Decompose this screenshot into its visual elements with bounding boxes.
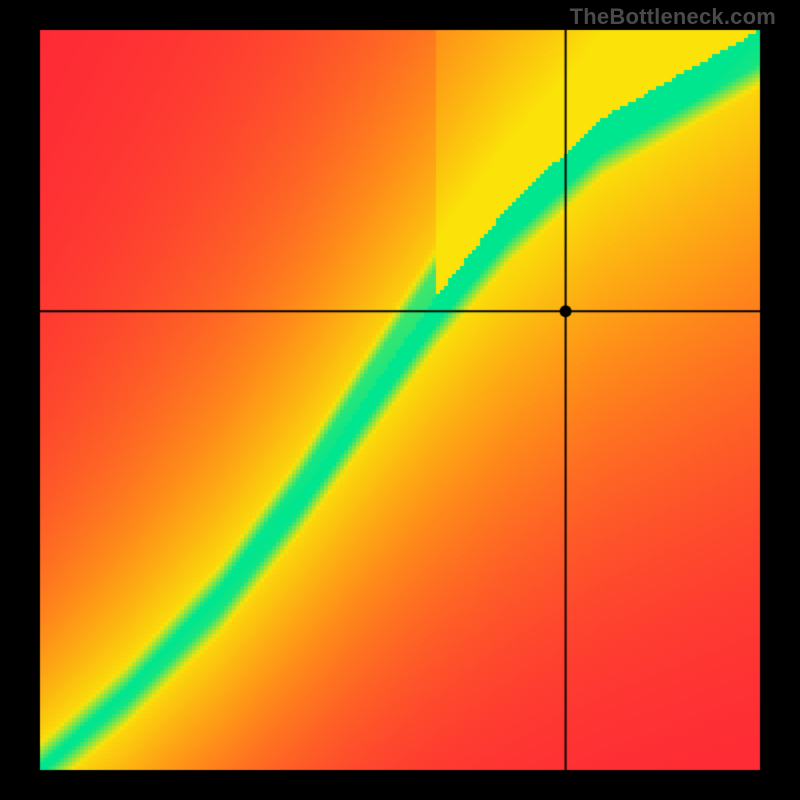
watermark-text: TheBottleneck.com — [570, 4, 776, 30]
chart-container: TheBottleneck.com — [0, 0, 800, 800]
heatmap-canvas — [0, 0, 800, 800]
